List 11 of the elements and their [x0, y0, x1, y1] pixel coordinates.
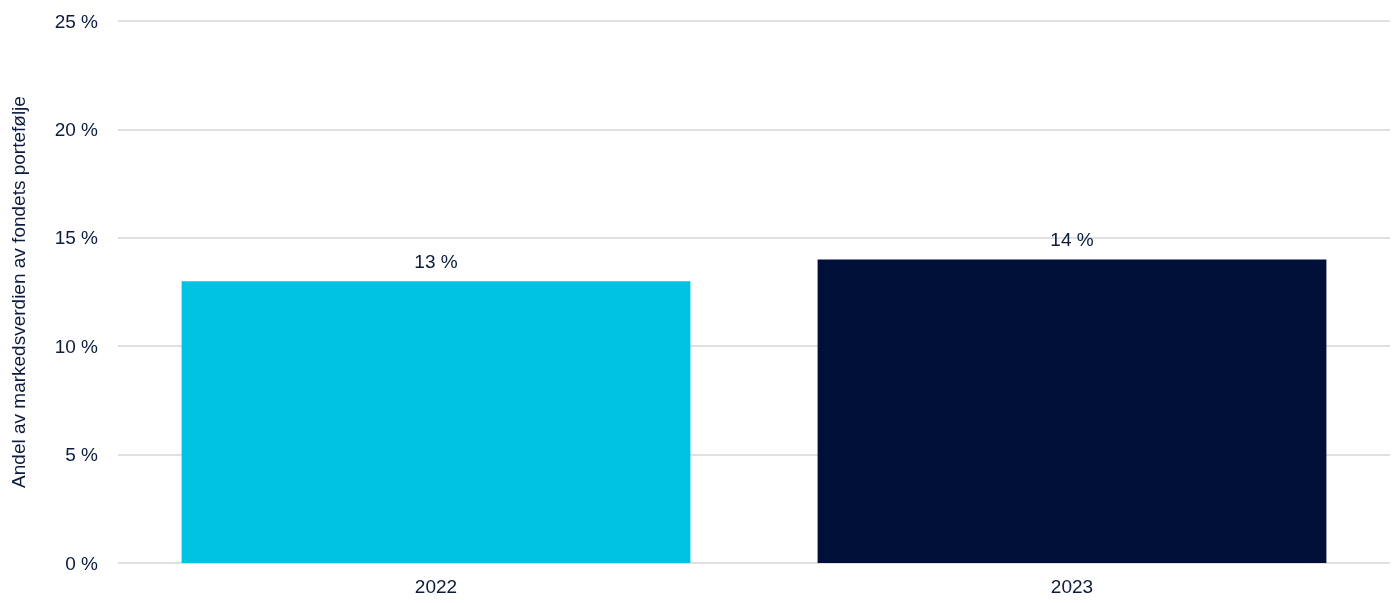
y-tick-label: 5 %	[65, 444, 99, 466]
y-tick-label: 0 %	[65, 552, 99, 574]
y-axis-title: Andel av markedsverdien av fondets portefølje	[8, 96, 29, 488]
y-tick-label: 15 %	[54, 227, 99, 249]
y-tick-label: 10 %	[54, 335, 99, 357]
data-label: 13 %	[414, 251, 458, 273]
y-tick-label: 20 %	[54, 118, 99, 140]
x-tick-label: 2023	[1050, 576, 1094, 597]
y-tick-label: 25 %	[54, 10, 99, 32]
x-tick-label: 2022	[414, 576, 458, 597]
data-label: 14 %	[1050, 229, 1094, 251]
